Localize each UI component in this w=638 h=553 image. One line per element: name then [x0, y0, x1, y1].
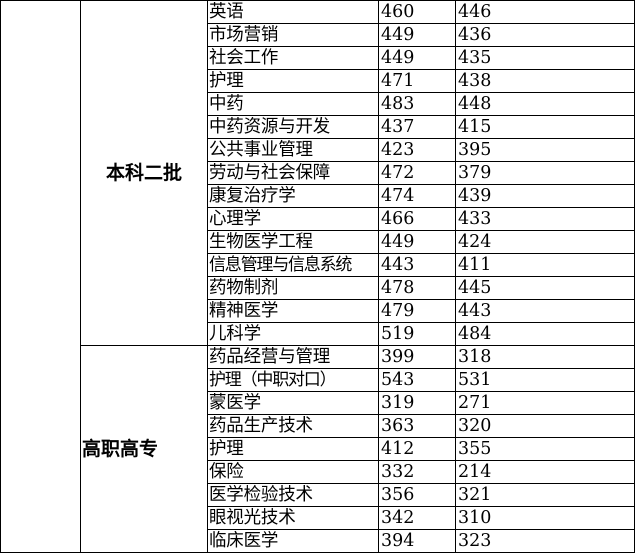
score-highest-cell: 479 — [378, 299, 456, 323]
score-lowest-cell: 531 — [455, 368, 635, 392]
table-row: 护理（中职对口） 543 531 — [1, 368, 635, 392]
score-lowest-cell: 438 — [455, 69, 635, 93]
score-highest-cell: 394 — [378, 529, 456, 553]
score-lowest-cell: 271 — [455, 391, 635, 415]
score-lowest-cell: 395 — [455, 138, 635, 162]
major-name-cell: 药品经营与管理 — [207, 345, 379, 369]
major-name-cell: 护理（中职对口） — [207, 368, 379, 392]
score-lowest-cell: 436 — [455, 23, 635, 47]
major-name-cell: 生物医学工程 — [207, 230, 379, 254]
major-name-cell: 药品生产技术 — [207, 414, 379, 438]
score-highest-cell: 412 — [378, 437, 456, 461]
table-row: 眼视光技术 342 310 — [1, 506, 635, 530]
major-name-cell: 蒙医学 — [207, 391, 379, 415]
score-lowest-cell: 310 — [455, 506, 635, 530]
score-lowest-cell: 318 — [455, 345, 635, 369]
score-lowest-cell: 320 — [455, 414, 635, 438]
major-name-cell: 劳动与社会保障 — [207, 161, 379, 185]
table-row: 蒙医学 319 271 — [1, 391, 635, 415]
score-highest-cell: 471 — [378, 69, 456, 93]
table-row: 生物医学工程 449 424 — [1, 230, 635, 254]
score-highest-cell: 363 — [378, 414, 456, 438]
score-highest-cell: 460 — [378, 0, 456, 24]
major-name-cell: 公共事业管理 — [207, 138, 379, 162]
major-name-cell: 中药 — [207, 92, 379, 116]
score-lowest-cell: 321 — [455, 483, 635, 507]
score-lowest-cell: 355 — [455, 437, 635, 461]
table-row: 保险 332 214 — [1, 460, 635, 484]
score-lowest-cell: 439 — [455, 184, 635, 208]
score-lowest-cell: 443 — [455, 299, 635, 323]
score-highest-cell: 519 — [378, 322, 456, 346]
score-highest-cell: 466 — [378, 207, 456, 231]
table-row: 市场营销 449 436 — [1, 23, 635, 47]
table-row: 康复治疗学 474 439 — [1, 184, 635, 208]
score-lowest-cell: 214 — [455, 460, 635, 484]
score-highest-cell: 474 — [378, 184, 456, 208]
major-name-cell: 市场营销 — [207, 23, 379, 47]
table-row: 信息管理与信息系统 443 411 — [1, 253, 635, 277]
table-row: 劳动与社会保障 472 379 — [1, 161, 635, 185]
score-highest-cell: 449 — [378, 46, 456, 70]
score-highest-cell: 449 — [378, 230, 456, 254]
score-highest-cell: 356 — [378, 483, 456, 507]
score-highest-cell: 342 — [378, 506, 456, 530]
major-name-cell: 精神医学 — [207, 299, 379, 323]
major-name-cell: 眼视光技术 — [207, 506, 379, 530]
score-lowest-cell: 484 — [455, 322, 635, 346]
batch-name-cell: 高职高专 — [80, 345, 208, 553]
score-highest-cell: 443 — [378, 253, 456, 277]
score-highest-cell: 332 — [378, 460, 456, 484]
major-name-cell: 医学检验技术 — [207, 483, 379, 507]
table-row: 中药资源与开发 437 415 — [1, 115, 635, 139]
row-label-spacer-cell — [0, 0, 81, 553]
score-lowest-cell: 446 — [455, 0, 635, 24]
score-highest-cell: 437 — [378, 115, 456, 139]
major-name-cell: 社会工作 — [207, 46, 379, 70]
score-lowest-cell: 445 — [455, 276, 635, 300]
score-highest-cell: 319 — [378, 391, 456, 415]
score-highest-cell: 449 — [378, 23, 456, 47]
batch-name-cell: 本科二批 — [80, 0, 208, 346]
major-name-cell: 康复治疗学 — [207, 184, 379, 208]
score-highest-cell: 472 — [378, 161, 456, 185]
score-lowest-cell: 379 — [455, 161, 635, 185]
score-lowest-cell: 435 — [455, 46, 635, 70]
score-lowest-cell: 415 — [455, 115, 635, 139]
score-lowest-cell: 433 — [455, 207, 635, 231]
table-row: 高职高专 药品经营与管理 399 318 — [1, 345, 635, 553]
score-lowest-cell: 323 — [455, 529, 635, 553]
score-highest-cell: 543 — [378, 368, 456, 392]
table-row: 社会工作 449 435 — [1, 46, 635, 70]
major-name-cell: 心理学 — [207, 207, 379, 231]
score-highest-cell: 423 — [378, 138, 456, 162]
major-name-cell: 护理 — [207, 69, 379, 93]
major-name-cell: 英语 — [207, 0, 379, 24]
table-row: 护理 471 438 — [1, 69, 635, 93]
score-highest-cell: 483 — [378, 92, 456, 116]
table-row: 公共事业管理 423 395 — [1, 138, 635, 162]
score-highest-cell: 399 — [378, 345, 456, 369]
major-name-cell: 临床医学 — [207, 529, 379, 553]
table-row: 中药 483 448 — [1, 92, 635, 116]
major-name-cell: 护理 — [207, 437, 379, 461]
major-name-cell: 药物制剂 — [207, 276, 379, 300]
major-name-cell: 保险 — [207, 460, 379, 484]
major-name-cell: 信息管理与信息系统 — [207, 253, 379, 277]
major-name-cell: 儿科学 — [207, 322, 379, 346]
score-lowest-cell: 448 — [455, 92, 635, 116]
table-row: 心理学 466 433 — [1, 207, 635, 231]
score-lowest-cell: 424 — [455, 230, 635, 254]
score-lowest-cell: 411 — [455, 253, 635, 277]
major-name-cell: 中药资源与开发 — [207, 115, 379, 139]
score-highest-cell: 478 — [378, 276, 456, 300]
